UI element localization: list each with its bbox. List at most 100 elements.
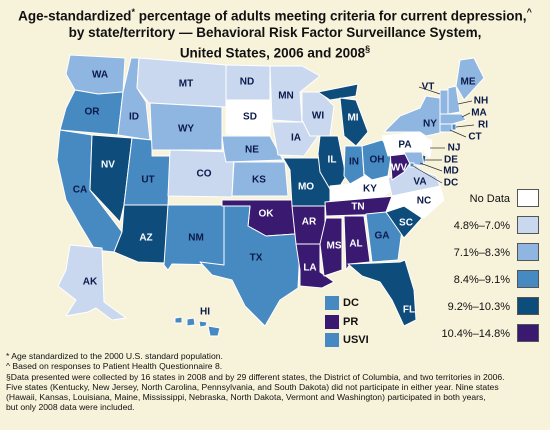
legend-swatch — [517, 297, 539, 315]
state-label-mo: MO — [298, 182, 314, 193]
title-line-2: by state/territory — Behavioral Risk Fac… — [68, 24, 482, 40]
state-nv — [89, 134, 133, 223]
state-label-dc: DC — [444, 178, 458, 189]
state-label-ca: CA — [73, 185, 87, 196]
state-label-va: VA — [413, 177, 426, 188]
footnote-line: §Data presented were collected by 16 sta… — [6, 371, 505, 382]
title-text-1a: Age-standardized — [18, 8, 132, 24]
legend: No Data 4.8%–7.0% 7.1%–8.3% 8.4%–9.1% 9.2%–1… — [432, 187, 544, 349]
title-mark-1: * — [131, 7, 135, 17]
footnote-line: ^ Based on responses to Patient Health Q… — [6, 361, 223, 372]
state-ms — [319, 217, 343, 277]
state-label-in: IN — [349, 157, 359, 168]
leader-line-nh — [457, 100, 473, 105]
territory-dc: DC — [325, 296, 405, 313]
state-ny — [383, 95, 445, 137]
state-label-de: DE — [444, 155, 458, 166]
footnotes: * Age standardized to the 2000 U.S. stan… — [6, 351, 546, 413]
state-label-az: AZ — [139, 233, 152, 244]
title-text-3: United States, 2006 and 2008 — [179, 45, 366, 60]
state-ak — [57, 244, 127, 321]
state-label-ut: UT — [141, 175, 154, 186]
state-label-id: ID — [129, 112, 139, 123]
legend-swatch — [517, 270, 539, 288]
state-label-pa: PA — [398, 140, 411, 151]
footnote-line: * Age standardized to the 2000 U.S. stan… — [6, 351, 223, 361]
territory-usvi: USVI — [325, 333, 405, 350]
footnote-line: Five states (Kentucky, New Jersey, North… — [6, 381, 499, 392]
legend-swatch — [517, 216, 539, 234]
state-mi — [317, 83, 369, 147]
state-label-sc: SC — [399, 218, 413, 229]
legend-label: 7.1%–8.3% — [453, 247, 510, 259]
state-vt — [439, 89, 449, 115]
state-label-ak: AK — [83, 277, 98, 288]
title-line-3: United States, 2006 and 2008§ — [0, 41, 550, 62]
state-ky — [329, 175, 395, 201]
state-label-wy: WY — [178, 124, 194, 135]
legend-label: 8.4%–9.1% — [453, 274, 510, 286]
territory-swatch — [325, 315, 339, 329]
footnote-line: but only 2008 data were included. — [6, 402, 135, 413]
state-label-vt: VT — [422, 82, 435, 93]
territory-pr: PR — [325, 315, 405, 332]
state-ct — [439, 123, 453, 133]
legend-item: 10.4%–14.8% — [432, 322, 544, 349]
state-la — [295, 243, 335, 289]
state-label-nc: NC — [417, 196, 431, 207]
state-ks — [231, 161, 289, 197]
state-label-wv: WV — [391, 163, 407, 174]
territory-swatch — [325, 333, 339, 347]
state-fl — [347, 259, 417, 327]
state-labels-layer: WA OR CA ID NV UT AZ MT WY CO NM ND SD NE KS OK TX MN IA MO… — [73, 70, 488, 318]
state-label-hi: HI — [200, 307, 210, 318]
state-label-wa: WA — [92, 70, 108, 81]
leader-line-md — [419, 162, 443, 172]
state-label-nj: NJ — [448, 143, 461, 154]
state-label-ga: GA — [375, 231, 390, 242]
state-label-md: MD — [443, 166, 459, 177]
state-label-ny: NY — [423, 119, 437, 130]
state-wy — [149, 102, 223, 151]
state-label-tn: TN — [351, 202, 364, 213]
territory-swatch — [325, 296, 339, 310]
state-label-ct: CT — [468, 132, 481, 143]
state-label-ms: MS — [327, 241, 342, 252]
state-hi — [174, 316, 221, 337]
legend-item: No Data — [432, 187, 544, 214]
state-label-wi: WI — [312, 111, 324, 122]
leader-line-ma — [461, 112, 471, 118]
state-label-ok: OK — [259, 209, 275, 220]
state-label-ar: AR — [302, 217, 317, 228]
legend-swatch — [517, 324, 539, 342]
title-line-1: Age-standardized* percentage of adults m… — [0, 4, 550, 25]
footnote-line: (Hawaii, Kansas, Louisiana, Maine, Missi… — [6, 392, 486, 403]
state-label-nm: NM — [188, 233, 204, 244]
leader-line-dc — [412, 165, 443, 184]
legend-item: 8.4%–9.1% — [432, 268, 544, 295]
legend-label: 9.2%–10.3% — [447, 301, 510, 313]
state-label-fl: FL — [403, 305, 415, 316]
state-ri — [451, 123, 457, 131]
state-mn — [269, 65, 321, 123]
leader-line-vt — [418, 86, 441, 95]
state-ma — [439, 113, 467, 125]
legend-swatch — [517, 243, 539, 261]
state-label-ks: KS — [252, 175, 266, 186]
state-label-al: AL — [349, 239, 362, 250]
title-mark-3: § — [365, 43, 371, 54]
legend-label: No Data — [469, 193, 510, 205]
state-label-mi: MI — [347, 113, 358, 124]
territory-label: PR — [343, 316, 359, 328]
state-md — [403, 151, 425, 167]
state-label-co: CO — [197, 169, 212, 180]
state-nj — [423, 137, 433, 159]
state-id — [117, 57, 151, 141]
legend-label: 4.8%–7.0% — [453, 220, 510, 232]
state-ia — [271, 121, 319, 157]
leader-line-ct — [449, 129, 467, 138]
state-label-il: IL — [328, 155, 337, 166]
state-label-ne: NE — [245, 145, 259, 156]
legend-swatch — [517, 189, 539, 207]
